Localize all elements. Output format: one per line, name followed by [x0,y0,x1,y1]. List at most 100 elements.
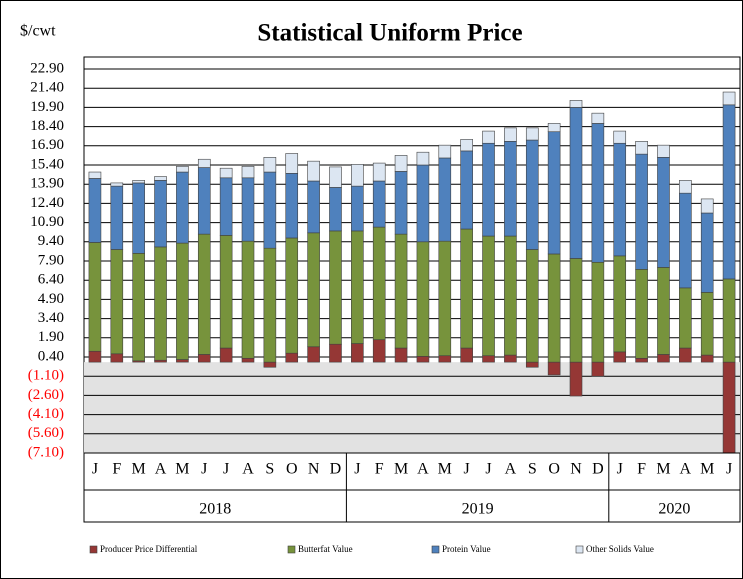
x-tick-label: A [505,461,517,478]
x-tick-label: J [464,461,470,478]
bar-segment [394,171,408,235]
y-tick-label: 18.40 [30,118,64,134]
bar-segment [219,167,233,179]
bar-segment [197,158,211,168]
x-tick-label: S [265,461,274,478]
y-tick-label: 13.90 [30,176,64,192]
bar-segment [154,176,167,181]
bar-segment [460,347,473,363]
bar-segment [241,177,255,242]
bar-segment [329,187,342,232]
x-tick-label: A [242,461,254,478]
legend-swatch [287,545,296,554]
bar-segment [613,351,627,363]
bar-segment [197,354,211,363]
x-tick-label: A [417,461,429,478]
bar-segment [241,240,255,359]
bar-segment [219,347,233,363]
y-tick-label: 7.90 [38,252,64,268]
bar-segment [635,357,648,363]
x-tick-label: J [92,461,98,478]
bar-segment [613,255,627,353]
bar-segment [438,157,452,242]
bar-segment [438,240,452,357]
bar-segment [263,247,277,363]
bar-segment [176,165,189,173]
bar-segment [591,112,605,124]
bar-segment [241,357,255,363]
x-tick-label: M [132,461,146,478]
bar-segment [547,131,561,255]
x-tick-label: O [548,461,560,478]
bar-segment [219,235,233,349]
bar-segment [569,100,583,108]
bar-segment [635,141,648,155]
bar-segment [88,178,102,243]
y-tick-label: 15.40 [30,156,64,172]
bar-segment [679,347,692,363]
bar-segment [88,242,102,352]
bar-segment [263,361,277,368]
bar-segment [722,104,736,280]
bar-segment [372,226,386,341]
bar-segment [285,352,299,363]
bar-segment [351,185,364,232]
x-tick-label: J [201,461,207,478]
bar-segment [657,267,670,355]
bar-segment [351,343,364,363]
bar-segment [241,165,255,179]
y-tick-label: 4.90 [38,291,64,307]
x-tick-label: N [308,461,320,478]
legend-label: Other Solids Value [586,544,654,554]
bar-segment [285,237,299,354]
bar-segment [482,142,495,237]
x-tick-label: M [438,461,452,478]
bar-segment [569,361,583,397]
bar-segment [657,354,670,363]
y-tick-label: 9.40 [38,233,64,249]
bar-segment [504,235,517,356]
x-tick-label: M [700,461,714,478]
bar-segment [722,91,736,106]
y-tick-label: (1.10) [28,368,64,384]
x-tick-label: D [592,461,604,478]
bar-segment [569,107,583,259]
bar-segment [700,198,714,214]
y-tick-label: (2.60) [28,387,64,403]
bar-segment [110,353,124,363]
bar-segment [591,361,605,377]
bar-segment [482,130,495,144]
bar-segment [525,139,539,250]
bar-segment [525,127,539,141]
bar-segment [657,157,670,268]
x-tick-label: M [656,461,670,478]
bar-segment [285,173,299,239]
y-tick-label: (7.10) [28,444,64,460]
bar-segment [416,356,430,363]
bar-segment [613,130,627,144]
y-tick-label: 12.40 [30,195,64,211]
legend-swatch [575,545,584,554]
bar-segment [132,182,145,254]
bar-segment [219,177,233,236]
bar-segment [307,160,320,182]
y-tick-label: 1.90 [38,329,64,345]
group-label: 2019 [462,501,494,518]
bar-segment [351,164,364,187]
bar-segment [307,180,320,234]
bar-segment [679,192,692,289]
group-label: 2020 [658,501,690,518]
bar-segment [700,354,714,363]
bar-segment [416,151,430,166]
bar-segment [176,171,189,244]
bar-segment [307,346,320,363]
bar-segment [460,228,473,349]
bar-segment [372,162,386,182]
bar-segment [394,347,408,363]
bar-segment [547,253,561,363]
bar-segment [504,354,517,363]
y-tick-label: (4.10) [28,406,64,422]
bar-segment [132,180,145,184]
bar-segment [285,153,299,174]
legend-label: Producer Price Differential [100,544,198,554]
